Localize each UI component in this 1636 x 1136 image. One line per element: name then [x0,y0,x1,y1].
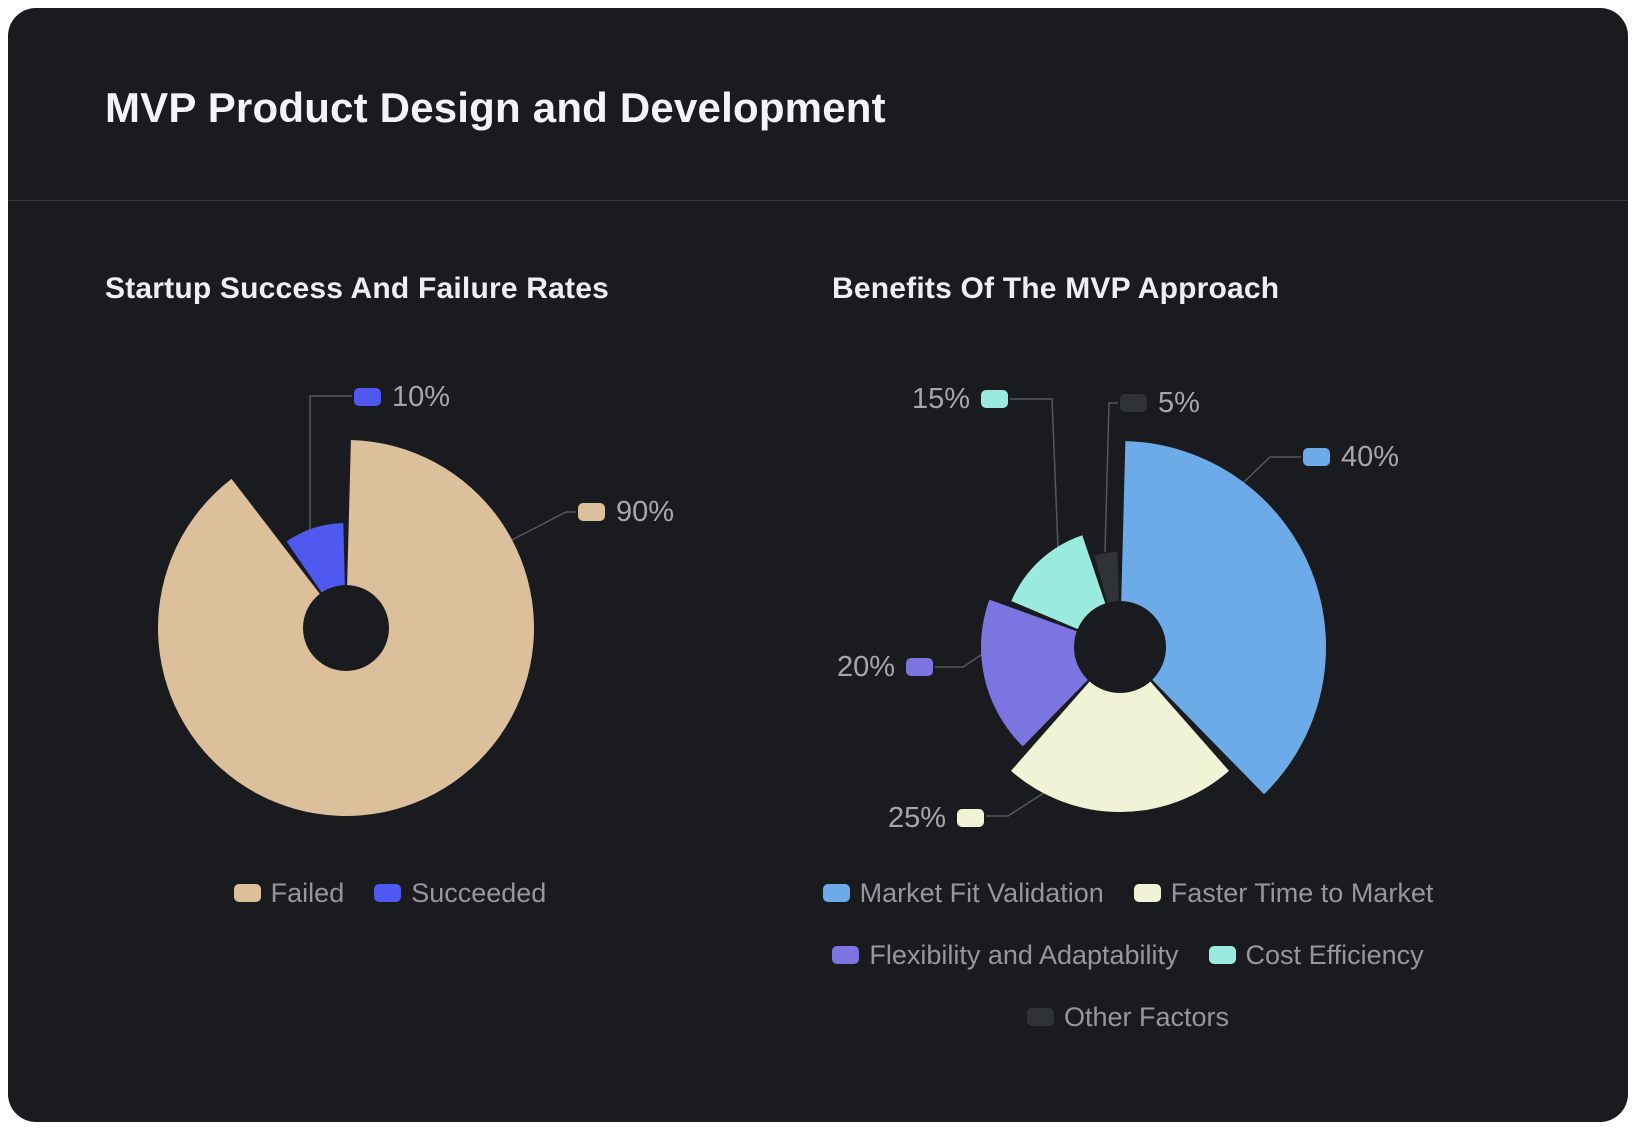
succeeded-swatch-icon [354,388,381,406]
failed-swatch-icon [578,503,605,521]
legend-item-other-factors[interactable]: Other Factors [1026,1001,1230,1033]
market-fit-validation-swatch-icon [1303,448,1330,466]
flexibility-and-adaptability-swatch-icon [906,658,933,676]
chart-title-benefits-of-the-mvp-approach: Benefits Of The MVP Approach [832,272,1280,305]
other-factors-legend-swatch-icon [1026,1008,1054,1026]
legend-item-market-fit-validation[interactable]: Market Fit Validation [822,877,1104,909]
cost-efficiency-legend-swatch-icon [1208,946,1236,964]
cost-efficiency-swatch-icon [981,390,1008,408]
label-connector-line [309,395,352,531]
label-connector-line [935,650,988,668]
pie-slice-faster-time-to-market[interactable] [1010,647,1230,812]
faster-time-to-market-swatch-icon [957,809,984,827]
legend-label: Market Fit Validation [859,877,1104,908]
pct-value: 20% [836,650,895,683]
pct-value: 25% [887,801,946,834]
legend-row: Failed Succeeded [0,876,810,910]
pct-callout-other-factors: 5% [1120,385,1200,421]
legend-item-cost-efficiency[interactable]: Cost Efficiency [1208,939,1424,971]
legend-label: Flexibility and Adaptability [869,939,1179,970]
pct-callout-succeeded: 10% [354,379,450,415]
legend-row: Flexibility and Adaptability Cost Efficie… [708,938,1548,972]
label-connector-line [986,786,1054,817]
legend-item-flexibility-and-adaptability[interactable]: Flexibility and Adaptability [832,939,1179,971]
flexibility-and-adaptability-legend-swatch-icon [832,946,860,964]
label-connector-line [1104,402,1118,553]
legend-row: Other Factors [708,1000,1548,1034]
pct-value: 10% [392,380,451,413]
pct-value: 40% [1341,440,1400,473]
pct-value: 90% [616,495,675,528]
page-title: MVP Product Design and Development [105,84,886,131]
succeeded-legend-swatch-icon [374,884,402,902]
legend-label: Other Factors [1063,1001,1230,1032]
legend-label: Faster Time to Market [1170,877,1434,908]
legend-label: Cost Efficiency [1245,939,1424,970]
legend-label: Failed [270,877,345,908]
donut-hole [303,585,389,671]
legend-item-faster-time-to-market[interactable]: Faster Time to Market [1133,877,1434,909]
label-connector-line [1242,456,1301,484]
pct-callout-market-fit-validation: 40% [1303,439,1399,475]
donut-hole [1074,601,1166,693]
other-factors-swatch-icon [1120,394,1147,412]
pct-value: 15% [911,382,970,415]
legend-item-failed[interactable]: Failed [233,877,345,909]
label-connector-line [1010,398,1059,549]
faster-time-to-market-legend-swatch-icon [1133,884,1161,902]
pct-callout-cost-efficiency: 15% [912,381,1008,417]
legend-row: Market Fit Validation Faster Time to Mark… [708,876,1548,910]
failed-legend-swatch-icon [233,884,261,902]
pct-callout-failed: 90% [578,494,674,530]
chart-title-startup-success-and-failure-rates: Startup Success And Failure Rates [105,272,609,305]
legend-label: Succeeded [411,877,547,908]
pct-value: 5% [1158,386,1200,419]
market-fit-validation-legend-swatch-icon [822,884,850,902]
legend-item-succeeded[interactable]: Succeeded [374,878,546,909]
header-divider [8,200,1628,201]
pct-callout-faster-time-to-market: 25% [888,800,984,836]
label-connector-line [509,511,576,542]
pie-slice-market-fit-validation[interactable] [1120,441,1327,795]
pct-callout-flexibility-and-adaptability: 20% [837,649,933,685]
